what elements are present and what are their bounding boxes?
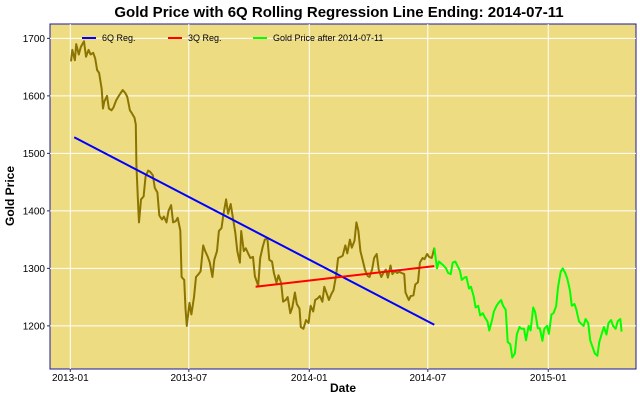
x-tick-label: 2013-07: [170, 373, 207, 384]
x-tick-label: 2014-07: [409, 373, 446, 384]
plot-background: [49, 23, 637, 370]
regression-3q-line: [255, 265, 435, 288]
legend-label: Gold Price after 2014-07-11: [273, 33, 383, 43]
gold-price-line: [70, 40, 436, 330]
legend-label: 3Q Reg.: [188, 33, 222, 43]
y-tick-label: 1500: [23, 149, 46, 160]
series-layer: [70, 40, 623, 359]
y-axis-title: Gold Price: [3, 166, 17, 226]
x-tick-label: 2015-01: [530, 373, 567, 384]
legend-label: 6Q Reg.: [102, 33, 136, 43]
axes: 2013-01 2013-07 2014-01 2014-07 2015-01 1200 1…: [23, 34, 567, 384]
y-tick-label: 1400: [23, 206, 46, 217]
y-tick-label: 1200: [23, 321, 46, 332]
chart-title: Gold Price with 6Q Rolling Regression Li…: [114, 4, 563, 21]
gold-price-after-line: [433, 247, 623, 359]
regression-6q-line: [73, 136, 435, 326]
y-tick-label: 1700: [23, 34, 46, 45]
x-tick-label: 2014-01: [291, 373, 328, 384]
x-tick-label: 2013-01: [52, 373, 89, 384]
legend: 6Q Reg. 3Q Reg. Gold Price after 2014-07-1…: [82, 33, 383, 43]
y-tick-label: 1600: [23, 91, 46, 102]
y-tick-label: 1300: [23, 264, 46, 275]
x-axis-title: Date: [330, 381, 356, 395]
